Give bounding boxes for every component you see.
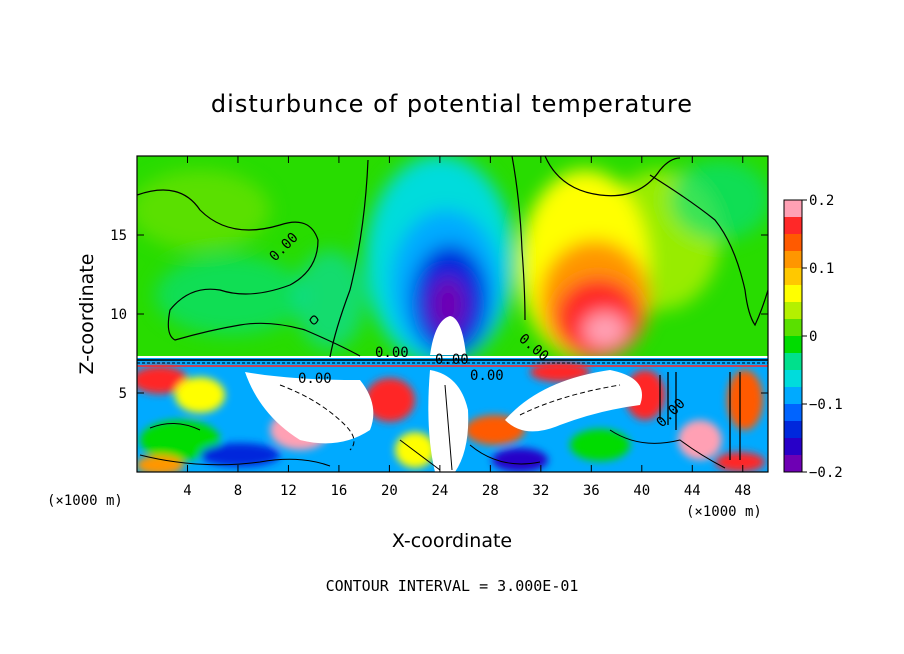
colorbar-swatch	[784, 268, 802, 286]
colorbar	[783, 199, 803, 473]
colorbar-swatch	[784, 336, 802, 354]
y-tick-label: 15	[110, 228, 127, 244]
x-unit-right: (×1000 m)	[686, 504, 762, 520]
colorbar-swatch	[784, 438, 802, 456]
colorbar-swatch	[784, 421, 802, 439]
colorbar-swatch	[784, 234, 802, 252]
lower-layer	[137, 358, 768, 472]
contour-label: 0.00	[375, 345, 409, 361]
y-axis: 5 10 15	[110, 228, 768, 402]
colorbar-tick-label: −0.1	[809, 397, 843, 413]
x-tick-label: 40	[633, 483, 650, 499]
x-tick-label: 12	[280, 483, 297, 499]
colorbar-swatch	[784, 319, 802, 337]
x-tick-label: 20	[381, 483, 398, 499]
colorbar-swatch	[784, 370, 802, 388]
colorbar-swatch	[784, 251, 802, 269]
upper-anomalies	[137, 156, 768, 365]
y-tick-label: 5	[119, 386, 127, 402]
x-tick-label: 36	[583, 483, 600, 499]
x-axis-label: X-coordinate	[392, 530, 512, 552]
colorbar-tick-label: 0.1	[809, 261, 834, 277]
x-tick-label: 28	[482, 483, 499, 499]
contour-label: 0.00	[298, 371, 332, 387]
contour-interval-note: CONTOUR INTERVAL = 3.000E-01	[326, 577, 579, 595]
colorbar-tick-label: 0.2	[809, 193, 834, 209]
colorbar-tick-label: −0.2	[809, 465, 843, 481]
colorbar-tick-label: 0	[809, 329, 817, 345]
x-tick-label: 4	[183, 483, 191, 499]
x-tick-label: 16	[330, 483, 347, 499]
colorbar-swatch	[784, 302, 802, 320]
upper-white-cell	[430, 316, 466, 355]
x-tick-label: 48	[734, 483, 751, 499]
x-tick-label: 32	[532, 483, 549, 499]
x-tick-label: 8	[234, 483, 242, 499]
lower-white-cell-1	[245, 372, 374, 444]
x-unit-left: (×1000 m)	[47, 493, 123, 509]
colorbar-swatch	[784, 387, 802, 405]
y-tick-label: 10	[110, 307, 127, 323]
zero-contours	[137, 156, 768, 358]
contour-label: 0.00	[435, 352, 469, 368]
contour-label: 0.00	[470, 368, 504, 384]
colorbar-swatch	[784, 353, 802, 371]
colorbar-ticks: 0.2 0.1 0 −0.1 −0.2	[802, 193, 843, 481]
colorbar-swatch	[784, 404, 802, 422]
y-axis-label: Z-coordinate	[76, 254, 98, 375]
chart-title: disturbunce of potential temperature	[211, 90, 693, 118]
x-tick-label: 24	[431, 483, 448, 499]
colorbar-swatch	[784, 200, 802, 218]
x-axis: 4 8 12 16 20 24 28 32 36 40 44 48	[183, 156, 751, 499]
x-tick-label: 44	[684, 483, 701, 499]
colorbar-swatch	[784, 285, 802, 303]
heatmap-field	[137, 156, 768, 472]
colorbar-swatch	[784, 455, 802, 473]
colorbar-swatch	[784, 217, 802, 235]
